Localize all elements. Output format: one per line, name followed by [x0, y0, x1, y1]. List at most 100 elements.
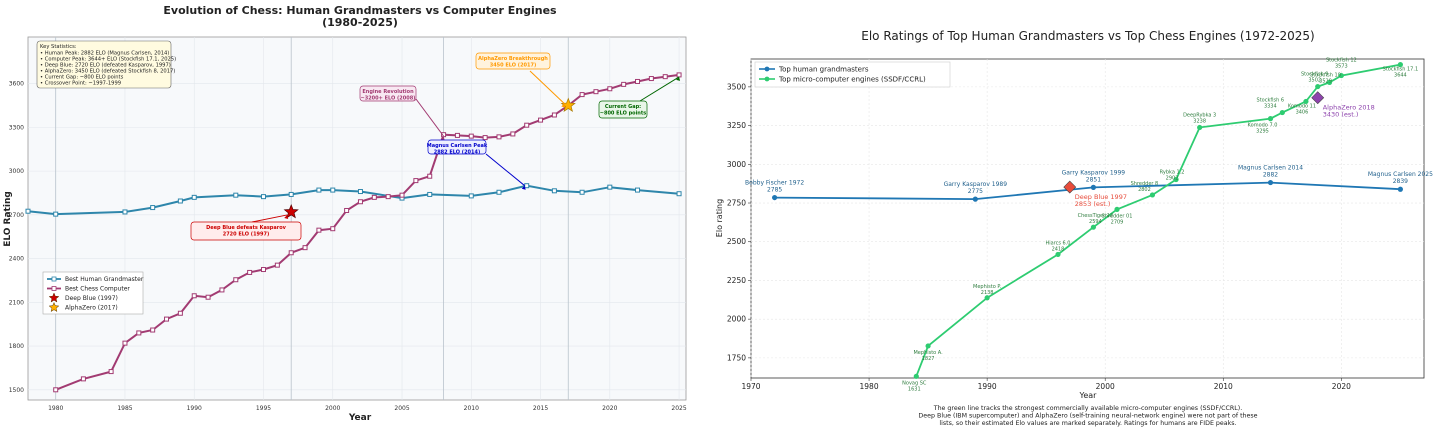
- deep-blue-diamond: [1063, 180, 1077, 194]
- human-rating-point: [191, 194, 197, 200]
- engine-point-value: 3502: [1308, 78, 1321, 84]
- human-rating-point: [330, 187, 336, 193]
- human-rating-point: [468, 193, 474, 199]
- annotation-arrow: [485, 153, 526, 187]
- left-y-tick-label: 1500: [9, 387, 24, 394]
- annotation-box: [359, 85, 417, 102]
- right-x-tick-label: 1980: [860, 382, 879, 391]
- engine-point-name: Shredder 8: [1131, 181, 1159, 187]
- computer-rating-point: [524, 122, 530, 128]
- computer-rating-point: [427, 173, 433, 179]
- right-y-axis-ticks: 1750 2000 2250 2500 2750 3000 3250 3500: [727, 82, 751, 362]
- legend-marker-swatch: [51, 276, 57, 282]
- left-x-tick-label: 1985: [117, 405, 132, 412]
- special-point-name: Deep Blue 1997: [1075, 193, 1127, 201]
- right-x-tick-label: 1970: [741, 382, 760, 391]
- human-rating-point: [122, 209, 128, 215]
- legend-label: Best Human Grandmaster: [65, 276, 144, 283]
- annotation-arrowhead: [440, 136, 445, 141]
- left-y-axis-label: ELO Rating: [3, 191, 13, 247]
- deep-blue-star-marker: [283, 203, 299, 219]
- engine-point-name: DeepRybka 3: [1183, 112, 1216, 118]
- right-x-tick-label: 1990: [978, 382, 997, 391]
- human-elo-point: [972, 196, 978, 202]
- annotation-arrow: [251, 214, 288, 223]
- engine-point-value: 2138: [981, 290, 994, 296]
- computer-rating-point: [177, 310, 183, 316]
- key-statistics-box: Key Statistics:• Human Peak: 2882 ELO (M…: [36, 40, 176, 89]
- legend-marker-swatch: [51, 286, 57, 291]
- left-x-axis-label: Year: [348, 413, 372, 423]
- caption-line: The green line tracks the strongest comm…: [933, 405, 1243, 412]
- computer-rating-point: [621, 81, 627, 87]
- computer-rating-point: [80, 376, 86, 382]
- engine-elo-point: [1315, 83, 1321, 90]
- left-x-axis-ticks: 1980 1985 1990 1995 2000 2005 2010 2015 2020 2025: [48, 405, 687, 412]
- computer-rating-point: [385, 194, 391, 200]
- engine-point-value: 2594: [1089, 219, 1102, 225]
- computer-rating-point: [344, 207, 350, 213]
- human-rating-point: [579, 189, 585, 195]
- alphazero-diamond: [1311, 91, 1325, 105]
- annotation-arrowhead: [284, 214, 289, 219]
- right-gridlines: [750, 59, 1424, 378]
- annotation-box: [190, 221, 302, 241]
- engine-point-name: Komodo 7.0: [1248, 123, 1278, 129]
- human-point-value: 2775: [968, 188, 983, 195]
- human-point-name: Magnus Carlsen 2014: [1238, 165, 1303, 172]
- special-point-value: 3430 (est.): [1323, 111, 1359, 119]
- computer-rating-point: [274, 262, 280, 268]
- engine-point-value: 3295: [1256, 129, 1269, 135]
- annotation-text: ~3200+ ELO (2008): [361, 96, 416, 102]
- computer-rating-point: [53, 387, 59, 393]
- legend-label: Top micro-computer engines (SSDF/CCRL): [778, 76, 926, 84]
- annotation-arrowhead: [676, 76, 681, 81]
- engine-point-value: 1827: [922, 356, 935, 362]
- computer-rating-point: [538, 117, 544, 123]
- computer-rating-point: [510, 131, 516, 137]
- engine-elo-point: [1397, 61, 1403, 68]
- engine-point-name: Komodo 11: [1288, 103, 1316, 109]
- computer-rating-point: [191, 293, 197, 299]
- computer-rating-point: [593, 89, 599, 95]
- engine-point-value: 3573: [1335, 64, 1348, 70]
- stats-line: • Human Peak: 2882 ELO (Magnus Carlsen, …: [40, 51, 169, 57]
- right-y-axis-label: Elo rating: [715, 199, 724, 237]
- caption-line: lists, so their estimated Elo values are…: [939, 420, 1236, 427]
- annotation-text: 2882 ELO (2014): [434, 150, 481, 156]
- engine-elo-point: [913, 373, 919, 379]
- annotation-arrow: [529, 70, 565, 104]
- human-rating-point: [524, 183, 530, 189]
- human-elo-point: [1090, 184, 1097, 190]
- right-x-axis-label: Year: [1079, 391, 1098, 400]
- legend-label: Best Chess Computer: [65, 286, 130, 293]
- human-rating-point: [357, 189, 363, 195]
- human-rating-point: [260, 194, 266, 200]
- human-rating-point: [150, 205, 156, 211]
- engine-point-name: ChessTiger 12: [1078, 213, 1114, 219]
- engine-point-name: Hiarcs 6.0: [1045, 240, 1070, 246]
- computer-rating-point: [371, 194, 377, 200]
- annotation-box: [475, 52, 551, 70]
- human-point-value: 2785: [767, 187, 782, 194]
- right-x-tick-label: 2020: [1332, 382, 1351, 391]
- right-y-tick-label: 2250: [727, 276, 746, 285]
- left-y-tick-label: 2400: [9, 256, 24, 263]
- engine-point-name: Mephisto A.: [913, 350, 943, 356]
- engine-point-name: Mephisto P.: [973, 284, 1002, 290]
- human-rating-point: [496, 189, 502, 195]
- engine-elo-point: [1303, 98, 1309, 105]
- engine-point-value: 2802: [1138, 187, 1151, 193]
- left-chart: Evolution of Chess: Human Grandmasters v…: [3, 4, 687, 423]
- computer-rating-point: [150, 327, 156, 333]
- annotation-arrowhead: [521, 185, 526, 190]
- human-rating-point: [177, 198, 183, 204]
- stats-line: • Deep Blue: 2720 ELO (defeated Kasparov…: [40, 63, 171, 69]
- human-point-value: 2851: [1086, 176, 1101, 183]
- computer-rating-point: [468, 133, 474, 139]
- engine-point-name: Rybka 1.2: [1160, 169, 1185, 175]
- computer-rating-point: [205, 294, 211, 300]
- left-x-tick-label: 2010: [464, 405, 479, 412]
